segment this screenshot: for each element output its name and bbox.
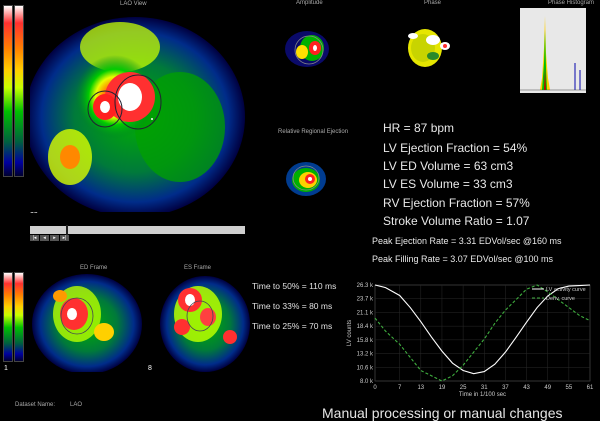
series-line-1 [374,284,591,382]
rv-ejection-fraction: RV Ejection Fraction = 57% [383,196,530,210]
x-tick-label: 43 [523,385,530,391]
y-tick-label: 15.8 k [357,338,374,344]
ed-frame-title: ED Frame [80,265,108,271]
lv-es-volume: LV ES Volume = 33 cm3 [383,177,513,191]
lao-view-image [30,7,245,212]
lv-ed-volume: LV ED Volume = 63 cm3 [383,159,514,173]
dataset-label: Dataset Name: [15,402,56,408]
hr-value: HR = 87 bpm [383,121,455,135]
scrubber-handle[interactable] [66,225,68,235]
time-to-25: Time to 25% = 70 ms [252,321,333,331]
color-scale-bottom [3,272,13,362]
lv-ejection-fraction: LV Ejection Fraction = 54% [383,141,528,155]
y-tick-label: 23.7 k [357,297,374,303]
x-tick-label: 19 [439,385,446,391]
peak-filling-rate: Peak Filling Rate = 3.07 EDVol/sec @100 … [372,254,553,264]
es-frame-image [160,272,250,372]
prev-frame-button[interactable]: ◂ [40,235,49,241]
legend-label-1: Deriv. curve [546,296,575,302]
y-tick-label: 8.0 k [360,379,374,385]
y-tick-label: 21.1 k [357,310,374,316]
lao-view-title: LAO View [120,1,147,7]
phase-title: Phase [424,0,442,6]
y-tick-label: 10.6 k [357,365,374,371]
x-tick-label: 13 [417,385,424,391]
x-axis-label: Time in 1/100 sec [459,392,506,397]
frame-scrubber[interactable]: |◂ ◂ ▸ ▸| [30,226,245,241]
phase-histogram-title: Phase Histogram [548,0,595,6]
relative-ejection-image [286,162,326,196]
phase-histogram [520,8,586,93]
lv-activity-chart: 26.3 k 23.7 k 21.1 k 18.4 k 15.8 k 13.2 k 10.6… [347,283,594,397]
legend-label-0: LV activity curve [546,287,586,293]
y-tick-label: 18.4 k [357,324,374,330]
y-tick-label: 13.2 k [357,352,374,358]
x-tick-label: 7 [398,385,402,391]
first-frame-button[interactable]: |◂ [30,235,39,241]
peak-ejection-rate: Peak Ejection Rate = 3.31 EDVol/sec @160… [372,236,562,246]
phase-image [408,29,450,67]
ed-frame-image [32,272,142,372]
relative-ejection-title: Relative Regional Ejection [278,129,349,135]
stroke-volume-ratio: Stroke Volume Ratio = 1.07 [383,214,530,228]
x-tick-label: 37 [502,385,509,391]
footer-caption: Manual processing or manual changes [322,405,563,421]
series-line-0 [374,284,591,375]
ed-scale-left: 1 [4,365,8,372]
y-axis-label: LV counts [347,320,353,346]
time-to-33: Time to 33% = 80 ms [252,301,333,311]
x-tick-label: 0 [373,385,377,391]
next-frame-button[interactable]: ▸| [60,235,69,241]
play-button[interactable]: ▸ [50,235,59,241]
amplitude-title: Amplitude [296,0,323,6]
time-to-50: Time to 50% = 110 ms [252,281,337,291]
x-tick-label: 49 [544,385,551,391]
x-tick-label: 31 [481,385,488,391]
y-tick-label: 26.3 k [357,283,374,289]
amplitude-image [285,31,329,67]
color-scale-top [3,5,13,177]
dataset-value: LAO [70,402,83,408]
x-tick-label: 25 [460,385,467,391]
es-scale-right: 8 [148,365,152,372]
color-scale-top-2 [14,5,24,177]
x-tick-label: 55 [566,385,573,391]
color-scale-bottom-2 [14,272,24,362]
es-frame-title: ES Frame [184,265,212,271]
x-tick-label: 61 [587,385,594,391]
